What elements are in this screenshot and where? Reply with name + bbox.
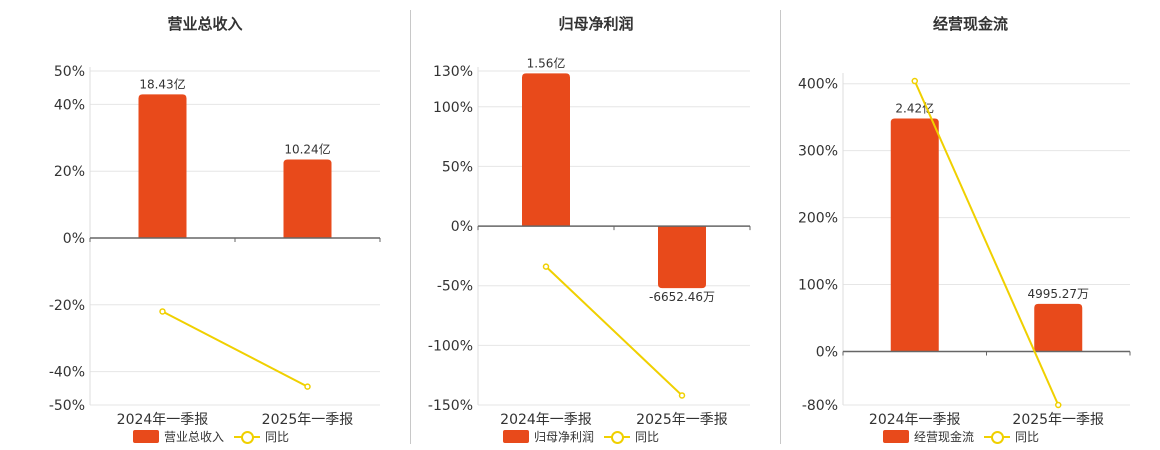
legend-line-swatch bbox=[604, 430, 631, 444]
bar bbox=[890, 118, 939, 352]
yoy-point bbox=[678, 392, 686, 399]
data-label: 1.56亿 bbox=[527, 55, 566, 70]
y-tick-label: 40% bbox=[54, 97, 85, 113]
yoy-line bbox=[913, 80, 1060, 406]
y-tick-label: -80% bbox=[802, 398, 838, 414]
legend-bar-label: 营业总收入 bbox=[164, 430, 225, 444]
legend-line-swatch bbox=[984, 430, 1011, 444]
y-tick-label: -50% bbox=[49, 398, 85, 414]
chart-plot: 130% 100% 50% 0% -50% -100% -150% 1.56亿 -6652.46… bbox=[428, 55, 751, 428]
chart-panel-cash-flow: 经营现金流 400% 300% 200% 100% 0% -80% 2.42亿 4995.27… bbox=[781, 0, 1160, 450]
x-tick-label: 2025年一季报 bbox=[1012, 412, 1104, 428]
y-tick-label: 0% bbox=[816, 344, 838, 360]
legend: 经营现金流 同比 bbox=[883, 428, 1039, 445]
y-tick-label: -40% bbox=[49, 365, 85, 381]
legend-bar-label: 归母净利润 bbox=[534, 430, 595, 444]
chart-title: 营业总收入 bbox=[167, 15, 243, 33]
y-tick-label: 0% bbox=[63, 231, 85, 247]
data-label: -6652.46万 bbox=[649, 290, 715, 304]
yoy-point bbox=[1055, 401, 1062, 409]
bar bbox=[138, 94, 187, 238]
y-tick-label: 50% bbox=[54, 64, 85, 80]
y-tick-label: -20% bbox=[49, 298, 85, 314]
y-tick-label: -100% bbox=[428, 338, 473, 354]
y-tick-label: 400% bbox=[798, 77, 838, 93]
yoy-point bbox=[911, 77, 918, 85]
legend-bar-swatch bbox=[883, 430, 909, 443]
bar bbox=[1034, 303, 1083, 352]
legend-line-label: 同比 bbox=[635, 430, 660, 444]
chart-title: 经营现金流 bbox=[932, 15, 1008, 33]
chart-plot: 50% 40% 20% 0% -20% -40% -50% 18.43亿 10.24亿 2024年… bbox=[49, 64, 381, 428]
y-tick-label: 20% bbox=[54, 164, 85, 180]
legend-line-swatch bbox=[234, 430, 261, 444]
x-tick-label: 2025年一季报 bbox=[262, 412, 354, 428]
panel-divider bbox=[780, 10, 781, 444]
y-tick-label: 100% bbox=[798, 278, 838, 294]
x-tick-label: 2024年一季报 bbox=[869, 412, 961, 428]
chart-panel-net-profit: 归母净利润 130% 100% 50% 0% -50% -100% -150% 1.56亿 -6… bbox=[411, 0, 781, 450]
legend-bar-label: 经营现金流 bbox=[914, 430, 975, 444]
legend-bar-swatch bbox=[133, 430, 159, 443]
legend: 营业总收入 同比 bbox=[133, 428, 289, 445]
data-label: 4995.27万 bbox=[1027, 287, 1089, 301]
y-tick-label: 200% bbox=[798, 211, 838, 227]
y-tick-label: -150% bbox=[428, 398, 473, 414]
x-tick-label: 2024年一季报 bbox=[500, 412, 592, 428]
y-tick-label: 100% bbox=[433, 100, 473, 116]
y-tick-label: 300% bbox=[798, 144, 838, 160]
panel-divider bbox=[410, 10, 411, 444]
bar bbox=[658, 226, 706, 289]
y-tick-label: 0% bbox=[451, 219, 473, 235]
x-tick-label: 2024年一季报 bbox=[117, 412, 209, 428]
legend-line-label: 同比 bbox=[265, 430, 290, 444]
chart-plot: 400%300%200%100%0%-80%2.42亿4995.27万2024年… bbox=[798, 73, 1131, 428]
legend-bar-swatch bbox=[503, 430, 529, 443]
bar bbox=[283, 159, 332, 238]
bar bbox=[522, 73, 570, 227]
y-tick-label: 50% bbox=[442, 159, 473, 175]
data-label: 18.43亿 bbox=[139, 76, 185, 91]
legend: 归母净利润 同比 bbox=[503, 428, 659, 445]
y-tick-label: 130% bbox=[433, 64, 473, 80]
x-tick-label: 2025年一季报 bbox=[636, 412, 728, 428]
yoy-point bbox=[159, 308, 166, 315]
chart-panel-revenue: 营业总收入 50% 40% 20% 0% -20% -40% -50% 18.43亿 10.24… bbox=[0, 0, 410, 450]
yoy-line bbox=[162, 310, 308, 388]
data-label: 10.24亿 bbox=[284, 142, 330, 157]
y-tick-label: -50% bbox=[437, 279, 473, 295]
yoy-line bbox=[545, 265, 683, 397]
legend-line-label: 同比 bbox=[1015, 430, 1040, 444]
yoy-point bbox=[542, 263, 550, 270]
yoy-point bbox=[304, 383, 311, 390]
chart-title: 归母净利润 bbox=[558, 15, 634, 33]
